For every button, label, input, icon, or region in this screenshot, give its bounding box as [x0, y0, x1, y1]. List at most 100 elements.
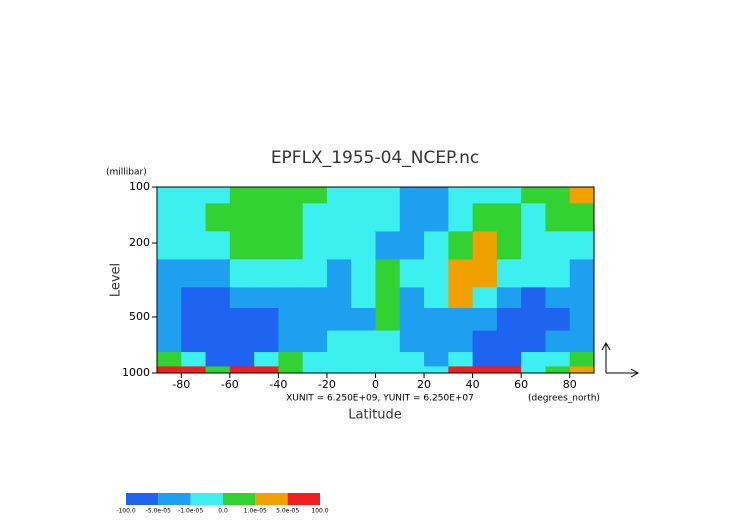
contour-cell [229, 330, 255, 353]
contour-cell [424, 287, 449, 309]
contour-cell [326, 187, 352, 204]
contour-cell [569, 231, 595, 260]
contour-cell [254, 352, 279, 367]
contour-cell [229, 287, 255, 309]
contour-cell [424, 231, 449, 260]
contour-cell [424, 187, 449, 204]
colorbar-label: 100.0 [311, 508, 328, 515]
contour-cell [278, 287, 304, 309]
contour-cell [375, 231, 401, 260]
contour-cell [521, 259, 546, 288]
contour-cell [472, 287, 498, 309]
contour-cell [278, 330, 304, 353]
contour-cell [545, 203, 571, 232]
contour-cell [181, 352, 207, 367]
contour-cell [181, 366, 207, 374]
contour-cell [302, 259, 328, 288]
contour-cell [205, 307, 231, 332]
x-tick-label: 80 [563, 378, 577, 391]
contour-cell [229, 352, 255, 367]
contour-cell [302, 287, 328, 309]
y-tick-label: 1000 [122, 366, 150, 379]
contour-cell [496, 231, 522, 260]
contour-cell [569, 366, 595, 374]
contour-cell [229, 307, 255, 332]
contour-cell [375, 330, 401, 353]
contour-cell [326, 330, 352, 353]
contour-cell [521, 187, 546, 204]
contour-cell [375, 307, 401, 332]
colorbar-swatch [190, 493, 223, 505]
contour-cell [326, 231, 352, 260]
contour-cell [302, 307, 328, 332]
contour-cell [254, 203, 279, 232]
contour-cell [302, 203, 328, 232]
contour-cell [521, 330, 546, 353]
contour-cell [545, 307, 571, 332]
contour-cell [278, 366, 304, 374]
contour-cell [351, 259, 376, 288]
contour-cell [181, 203, 207, 232]
x-tick-label: 0 [372, 378, 379, 391]
contour-cell [448, 307, 474, 332]
colorbar-swatch [158, 493, 191, 505]
contour-cell [496, 259, 522, 288]
contour-cell [181, 330, 207, 353]
contour-cell [521, 203, 546, 232]
contour-cell [254, 330, 279, 353]
contour-cell [205, 187, 231, 204]
contour-cell [569, 203, 595, 232]
x-tick-label: -60 [221, 378, 239, 391]
contour-cell [521, 352, 546, 367]
contour-cell [375, 259, 401, 288]
x-tick-label: -20 [318, 378, 336, 391]
contour-cell [351, 366, 376, 374]
contour-cell [521, 307, 546, 332]
contour-cell [399, 203, 425, 232]
contour-cell [521, 366, 546, 374]
contour-cell [448, 231, 474, 260]
x-tick-label: 20 [417, 378, 431, 391]
contour-cell [157, 231, 182, 260]
ref-arrow-right [606, 368, 640, 378]
contour-cell [496, 187, 522, 204]
contour-cell [521, 287, 546, 309]
contour-cell [157, 187, 182, 204]
colorbar-label: 1.0e-05 [244, 508, 267, 515]
contour-cell [496, 307, 522, 332]
contour-cell [181, 187, 207, 204]
contour-cell [254, 366, 279, 374]
contour-cell [569, 352, 595, 367]
contour-cell [424, 203, 449, 232]
contour-cell [205, 366, 231, 374]
chart-title: EPFLX_1955-04_NCEP.nc [271, 148, 479, 168]
contour-cell [205, 231, 231, 260]
contour-cell [157, 352, 182, 367]
contour-cell [278, 307, 304, 332]
contour-cell [205, 330, 231, 353]
contour-cell [229, 366, 255, 374]
x-tick-label: -40 [269, 378, 287, 391]
contour-cell [326, 366, 352, 374]
contour-cell [278, 352, 304, 367]
contour-cell [375, 366, 401, 374]
x-tick-label: 40 [466, 378, 480, 391]
contour-cell [496, 287, 522, 309]
contour-cell [181, 231, 207, 260]
contour-cell [424, 307, 449, 332]
contour-cell [569, 330, 595, 353]
contour-cell [229, 187, 255, 204]
contour-cell [545, 287, 571, 309]
contour-cell [278, 231, 304, 260]
contour-cell [472, 187, 498, 204]
contour-cell [521, 231, 546, 260]
x-tick-label: 60 [514, 378, 528, 391]
contour-cell [181, 259, 207, 288]
contour-cell [496, 203, 522, 232]
contour-cell [545, 366, 571, 374]
contour-cell [351, 187, 376, 204]
contour-cell [157, 287, 182, 309]
colorbar-swatch [223, 493, 256, 505]
contour-cell [472, 203, 498, 232]
contour-cell [278, 203, 304, 232]
